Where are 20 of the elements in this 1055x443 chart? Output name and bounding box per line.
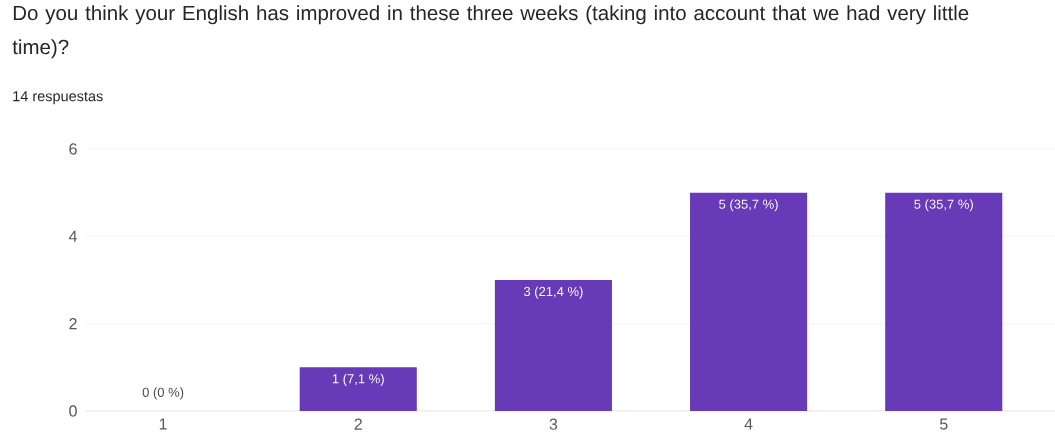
bar xyxy=(690,192,808,411)
x-tick-label: 4 xyxy=(744,418,753,430)
data-label: 1 (7,1 %) xyxy=(332,373,384,386)
x-tick-label: 1 xyxy=(159,418,167,430)
data-label: 3 (21,4 %) xyxy=(523,286,583,299)
data-label: 0 (0 %) xyxy=(142,387,184,400)
bar xyxy=(299,367,417,411)
x-tick-label: 3 xyxy=(549,418,558,430)
chart-title: Do you think your English has improved in these three weeks (taking into account that we had very little time)? xyxy=(12,5,969,59)
y-tick-label: 6 xyxy=(69,143,77,155)
y-tick-label: 4 xyxy=(68,230,77,242)
y-tick-label: 2 xyxy=(69,318,77,330)
chart-subtitle: 14 respuestas xyxy=(13,91,103,105)
data-label: 5 (35,7 %) xyxy=(719,199,778,212)
bar xyxy=(494,279,612,411)
data-label: 5 (35,7 %) xyxy=(914,199,973,212)
x-tick-label: 2 xyxy=(354,418,362,430)
y-tick-label: 0 xyxy=(69,405,77,417)
bar xyxy=(885,192,1003,411)
x-tick-label: 5 xyxy=(939,418,948,430)
